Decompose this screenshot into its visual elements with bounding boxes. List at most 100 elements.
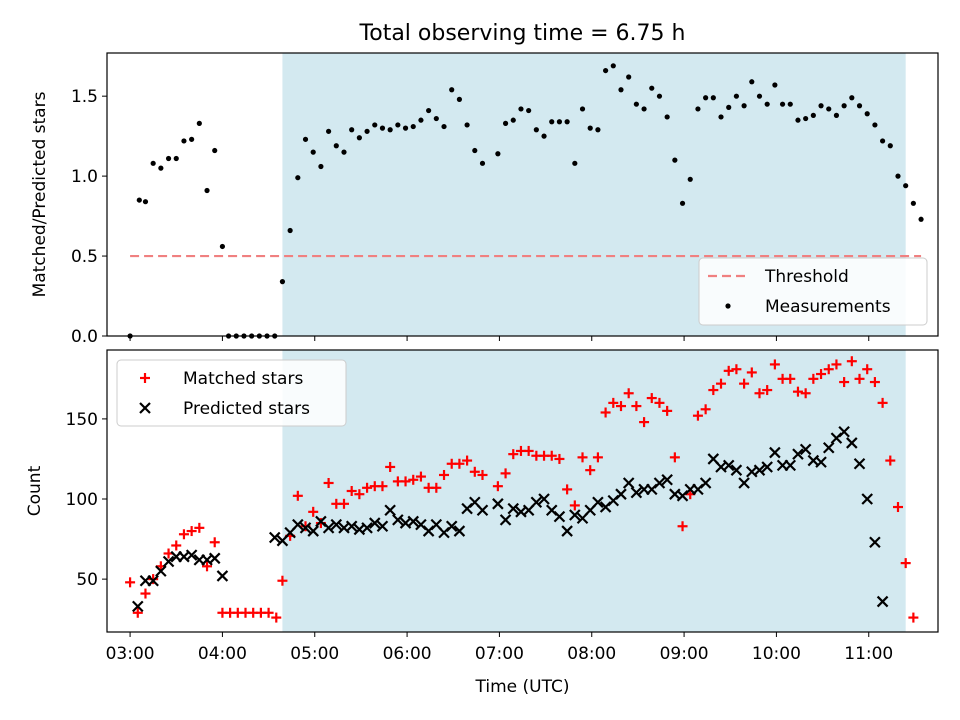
matched-point <box>554 453 565 464</box>
predicted-point <box>853 457 866 470</box>
predicted-point <box>653 477 666 489</box>
measurement-point <box>779 101 786 107</box>
predicted-point-b <box>299 522 312 534</box>
measurement-point <box>803 115 809 122</box>
measurement-point <box>387 127 393 133</box>
matched-point <box>692 410 703 421</box>
predicted-point-b <box>499 514 512 526</box>
matched-point <box>577 452 588 463</box>
predicted-point <box>392 514 404 526</box>
predicted-point <box>784 459 797 472</box>
predicted-point <box>376 520 389 533</box>
bottom-y-axis-label: Count <box>25 465 45 516</box>
measurement-point <box>165 155 172 162</box>
predicted-point <box>292 518 304 531</box>
matched-point <box>700 404 711 415</box>
matched-point <box>839 377 850 388</box>
measurement-point <box>449 87 455 93</box>
predicted-point <box>661 474 673 486</box>
matched-point <box>148 574 159 585</box>
predicted-point <box>453 525 466 537</box>
measurement-point <box>918 216 924 222</box>
matched-point <box>508 449 519 460</box>
matched-point <box>277 575 288 586</box>
x-tick-label: 10:00 <box>752 644 801 664</box>
predicted-point-b <box>392 514 404 526</box>
matched-point <box>439 469 450 480</box>
matched-point <box>308 506 319 517</box>
predicted-point <box>753 464 766 476</box>
predicted-point <box>307 525 319 537</box>
predicted-point-b <box>561 525 573 537</box>
predicted-point <box>615 488 627 500</box>
predicted-point-b <box>515 506 527 518</box>
matched-point <box>746 367 757 378</box>
measurement-point <box>903 183 909 189</box>
measurement-point <box>472 147 478 154</box>
measurement-point <box>749 79 755 85</box>
predicted-point <box>208 552 221 565</box>
predicted-point <box>553 510 566 523</box>
predicted-point-b <box>185 549 198 561</box>
matched-point <box>631 401 642 412</box>
matched-point <box>900 558 911 569</box>
matched-point <box>869 377 880 388</box>
measurement-point <box>541 133 547 139</box>
measurement-point <box>279 279 286 285</box>
predicted-point <box>761 461 773 473</box>
predicted-point <box>216 570 229 582</box>
measurement-point <box>895 173 901 179</box>
predicted-point <box>162 555 175 568</box>
predicted-point <box>699 477 712 489</box>
measurement-point <box>787 101 793 107</box>
predicted-point-b <box>622 477 635 489</box>
legend-measurements-swatch <box>725 303 731 309</box>
measurement-point <box>341 149 347 155</box>
predicted-point-b <box>846 437 858 449</box>
predicted-point-b <box>769 446 781 459</box>
y-tick-label: 1.5 <box>71 87 98 107</box>
measurement-point <box>710 95 716 101</box>
y-tick-label: 1.0 <box>71 167 98 187</box>
predicted-point <box>538 493 550 505</box>
y-tick-label: 100 <box>66 490 98 510</box>
predicted-point <box>799 443 812 456</box>
predicted-point <box>630 486 643 499</box>
measurement-point <box>326 128 332 134</box>
matched-point <box>585 465 596 476</box>
measurement-point <box>310 149 316 155</box>
predicted-point-b <box>615 488 627 500</box>
predicted-point <box>492 498 504 510</box>
measurement-point <box>433 115 439 122</box>
x-tick-label: 04:00 <box>198 644 247 664</box>
predicted-point <box>330 518 343 531</box>
measurement-point <box>587 125 593 131</box>
matched-point <box>292 490 303 501</box>
predicted-point-b <box>430 518 443 531</box>
predicted-point-b <box>445 520 458 533</box>
predicted-point <box>499 514 512 526</box>
predicted-point-b <box>861 493 873 505</box>
matched-point <box>608 397 619 408</box>
measurement-point <box>356 135 362 141</box>
measurement-point <box>549 119 555 125</box>
measurement-point <box>849 95 855 101</box>
bottom-legend: Matched stars Predicted stars <box>116 359 347 427</box>
matched-point <box>723 365 734 376</box>
predicted-point-b <box>292 518 304 531</box>
predicted-point <box>131 600 144 613</box>
predicted-point <box>185 549 198 561</box>
x-tick-label: 11:00 <box>844 644 893 664</box>
bottom-x-axis: 03:00 04:00 05:00 06:00 07:00 08:00 09:00 10:00… <box>106 632 893 664</box>
predicted-point <box>846 437 858 449</box>
measurement-point <box>633 101 639 107</box>
matched-point <box>762 385 773 396</box>
measurement-point <box>219 243 226 250</box>
matched-point <box>754 388 765 399</box>
legend-measurements-label: Measurements <box>765 297 891 317</box>
measurement-point <box>572 160 578 166</box>
predicted-point-b <box>345 520 358 533</box>
measurement-point <box>564 119 570 125</box>
predicted-point-b <box>268 531 281 544</box>
matched-point <box>408 474 419 485</box>
